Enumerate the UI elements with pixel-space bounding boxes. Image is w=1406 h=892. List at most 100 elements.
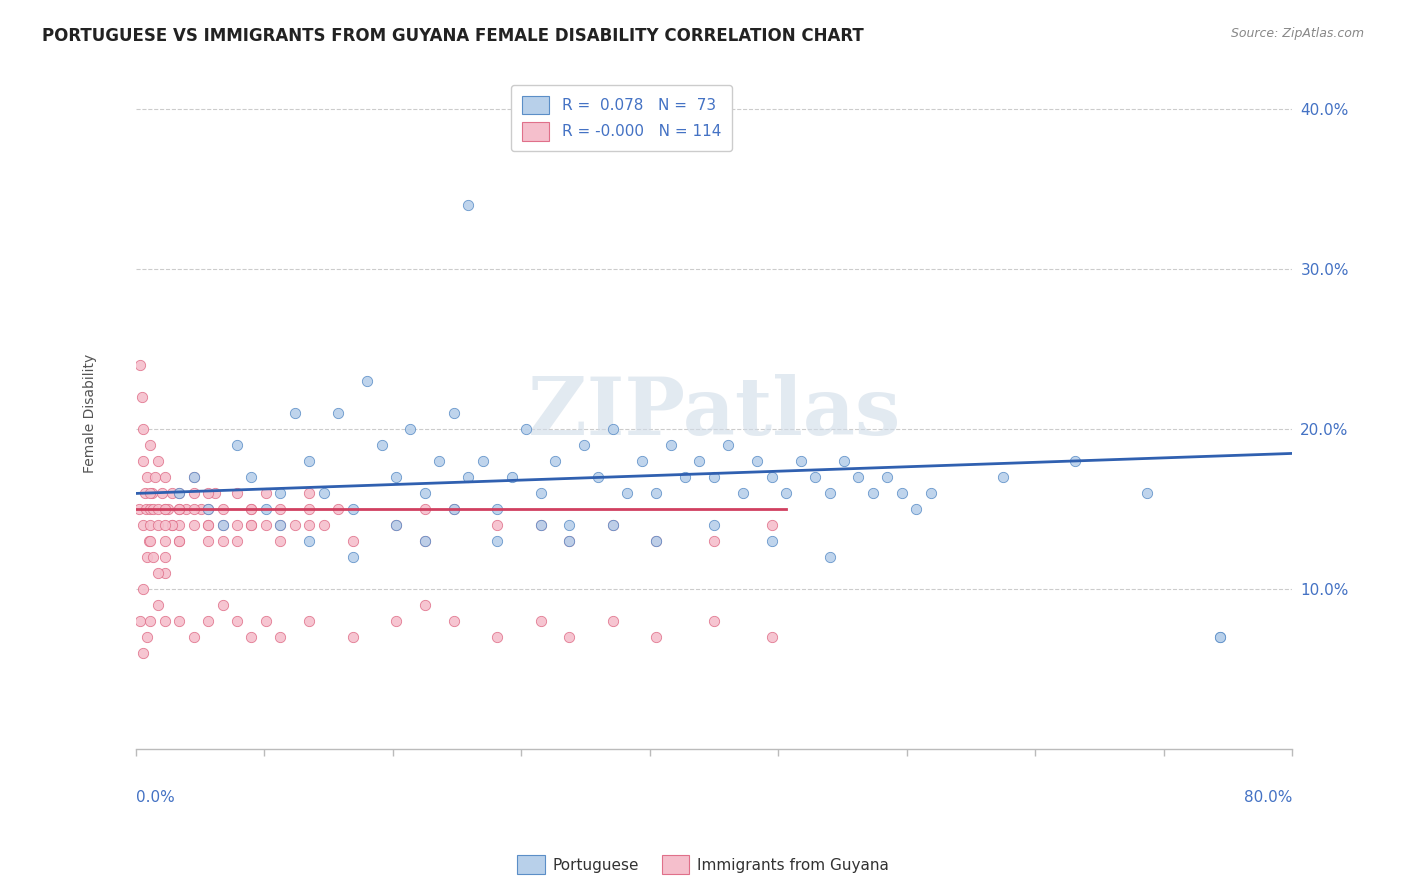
Point (136, 631, 159, 645)
Point (139, 534, 162, 549)
Point (703, 470, 725, 484)
Point (240, 518, 263, 533)
Point (129, 615, 152, 629)
Point (486, 534, 509, 549)
Point (269, 518, 291, 533)
Point (602, 422, 624, 436)
Point (226, 615, 249, 629)
Point (991, 470, 1014, 484)
Point (269, 518, 291, 533)
Point (176, 502, 198, 516)
Point (153, 518, 176, 533)
Point (689, 454, 711, 468)
Point (413, 486, 436, 500)
Point (298, 615, 321, 629)
Point (183, 502, 205, 516)
Point (920, 486, 942, 500)
Point (832, 454, 855, 468)
Point (385, 470, 408, 484)
Point (443, 502, 465, 516)
Point (529, 518, 551, 533)
Text: 0.0%: 0.0% (136, 789, 174, 805)
Point (153, 566, 176, 581)
Point (183, 518, 205, 533)
Point (226, 486, 249, 500)
Point (413, 599, 436, 613)
Point (630, 454, 652, 468)
Point (197, 518, 219, 533)
Point (731, 486, 754, 500)
Point (818, 550, 841, 565)
Point (156, 502, 179, 516)
Point (153, 502, 176, 516)
Point (747, 454, 769, 468)
Point (146, 599, 169, 613)
Point (269, 486, 291, 500)
Point (167, 518, 190, 533)
Point (486, 502, 509, 516)
Legend: R =  0.078   N =  73, R = -0.000   N = 114: R = 0.078 N = 73, R = -0.000 N = 114 (512, 85, 731, 152)
Point (862, 486, 884, 500)
Point (486, 518, 509, 533)
Point (356, 375, 378, 389)
Point (167, 534, 190, 549)
Point (544, 454, 567, 468)
Point (848, 470, 870, 484)
Point (298, 534, 321, 549)
Point (132, 647, 155, 661)
Point (269, 534, 291, 549)
Point (876, 470, 898, 484)
Text: Female Disability: Female Disability (83, 354, 97, 473)
Point (167, 534, 190, 549)
Point (298, 518, 321, 533)
Point (342, 534, 364, 549)
Point (211, 518, 233, 533)
Point (558, 534, 581, 549)
Point (413, 502, 436, 516)
Point (328, 406, 350, 420)
Point (153, 534, 176, 549)
Point (1064, 454, 1087, 468)
Point (131, 391, 153, 405)
Point (659, 438, 682, 452)
Point (129, 359, 152, 373)
Point (1136, 486, 1159, 500)
Point (328, 502, 350, 516)
Point (558, 534, 581, 549)
Point (197, 615, 219, 629)
Point (153, 502, 176, 516)
Point (240, 502, 263, 516)
Point (197, 518, 219, 533)
Point (457, 470, 479, 484)
Point (818, 486, 841, 500)
Point (370, 438, 392, 452)
Point (160, 518, 183, 533)
Point (226, 518, 249, 533)
Point (160, 518, 183, 533)
Point (471, 454, 494, 468)
Text: 80.0%: 80.0% (1244, 789, 1292, 805)
Point (602, 518, 624, 533)
Point (183, 631, 205, 645)
Point (645, 631, 668, 645)
Point (385, 615, 408, 629)
Point (226, 438, 249, 452)
Point (342, 631, 364, 645)
Legend: Portuguese, Immigrants from Guyana: Portuguese, Immigrants from Guyana (512, 849, 894, 880)
Point (226, 534, 249, 549)
Point (413, 534, 436, 549)
Point (141, 486, 163, 500)
Point (572, 438, 595, 452)
Point (890, 486, 912, 500)
Point (139, 615, 162, 629)
Point (153, 550, 176, 565)
Point (139, 502, 162, 516)
Point (128, 502, 150, 516)
Point (146, 502, 169, 516)
Point (443, 406, 465, 420)
Point (717, 438, 740, 452)
Point (142, 502, 165, 516)
Point (298, 502, 321, 516)
Point (427, 454, 450, 468)
Point (139, 438, 162, 452)
